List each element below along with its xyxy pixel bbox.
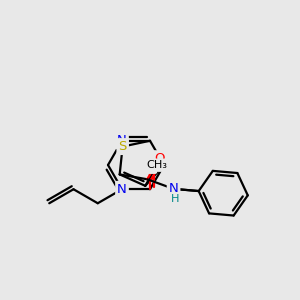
Text: N: N [117, 134, 127, 147]
Text: N: N [117, 183, 127, 196]
Text: O: O [145, 159, 155, 172]
Text: H: H [171, 194, 180, 204]
Text: CH₃: CH₃ [147, 160, 168, 170]
Text: N: N [169, 182, 178, 195]
Text: O: O [154, 152, 164, 165]
Text: S: S [118, 140, 127, 153]
